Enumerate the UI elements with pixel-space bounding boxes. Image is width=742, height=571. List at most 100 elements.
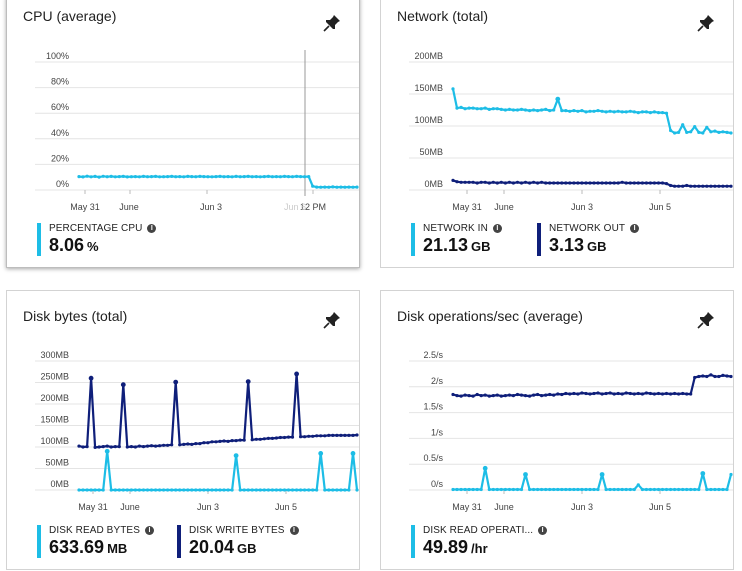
data-point	[81, 445, 85, 449]
data-point	[186, 174, 190, 178]
data-point	[495, 487, 499, 492]
data-point	[624, 110, 628, 114]
data-point	[717, 130, 721, 134]
data-point	[519, 393, 524, 397]
data-point	[343, 488, 347, 492]
data-point	[552, 108, 556, 112]
data-point	[560, 109, 564, 113]
pin-icon[interactable]	[323, 311, 341, 329]
data-point	[149, 444, 154, 448]
data-point	[266, 174, 270, 178]
data-point	[125, 445, 129, 449]
data-point	[230, 175, 234, 179]
data-point	[318, 451, 324, 456]
metric-label: DISK READ OPERATI...	[423, 525, 534, 536]
pin-icon[interactable]	[697, 14, 715, 32]
tile-title: Disk bytes (total)	[23, 308, 128, 324]
data-point	[331, 185, 335, 189]
data-point	[536, 181, 540, 185]
tile-disk-bytes[interactable]: Disk bytes (total) 300MB 250MB 200MB 150MB 1…	[6, 290, 360, 570]
info-icon[interactable]: i	[147, 224, 157, 233]
tile-cpu[interactable]: CPU (average) 100% 80% 60% 40% 20% 0% May 31 Ju…	[6, 0, 360, 268]
data-point	[210, 175, 214, 179]
data-point	[620, 180, 624, 184]
data-point	[278, 435, 282, 440]
data-point	[158, 444, 162, 448]
data-point	[648, 487, 652, 492]
data-point	[495, 181, 499, 185]
y-tick-label: 1.5/s	[423, 402, 443, 412]
info-icon[interactable]: i	[144, 526, 154, 535]
data-point	[596, 487, 600, 492]
data-point	[499, 394, 503, 398]
tile-title: Disk operations/sec (average)	[397, 308, 583, 324]
data-point	[482, 465, 488, 471]
data-point	[701, 374, 705, 378]
data-point	[182, 488, 186, 492]
pin-icon[interactable]	[323, 14, 341, 32]
info-icon[interactable]: i	[538, 526, 548, 535]
data-point	[258, 488, 262, 492]
data-point	[528, 394, 532, 398]
data-point	[705, 184, 709, 188]
pin-icon[interactable]	[697, 311, 715, 329]
x-tick-label: Jun 3	[571, 202, 593, 212]
data-point	[459, 394, 463, 398]
metric-label: DISK WRITE BYTES	[189, 525, 285, 536]
data-point	[113, 175, 117, 179]
data-point	[660, 111, 665, 115]
data-point	[632, 181, 636, 185]
y-tick-label: 300MB	[40, 350, 69, 360]
data-point	[705, 487, 709, 492]
data-point	[149, 175, 154, 179]
data-point	[274, 175, 278, 179]
data-point	[174, 175, 178, 179]
data-point	[584, 391, 588, 396]
data-point	[230, 488, 234, 492]
cursor-label: Jun 6	[284, 202, 306, 212]
metric-disk-read-operations: DISK READ OPERATI... i 49.89/hr	[411, 525, 548, 558]
data-point	[471, 394, 475, 398]
info-icon[interactable]: i	[492, 224, 502, 233]
tile-disk-operations[interactable]: Disk operations/sec (average) 2.5/s 2/s 1.…	[380, 290, 734, 570]
data-point	[245, 379, 251, 384]
data-point	[89, 488, 93, 492]
y-tick-label: 200MB	[40, 393, 69, 403]
data-point	[528, 181, 532, 185]
x-tick-label: June	[119, 202, 139, 212]
data-point	[104, 448, 110, 454]
data-point	[596, 109, 600, 113]
data-point	[471, 106, 475, 110]
data-point	[479, 107, 483, 111]
data-point	[612, 487, 616, 492]
y-tick-label: 0%	[56, 179, 69, 189]
data-point	[254, 437, 258, 441]
info-icon[interactable]: i	[630, 224, 640, 233]
data-point	[467, 487, 471, 492]
data-point	[290, 175, 295, 179]
y-tick-label: 0MB	[424, 179, 443, 189]
tile-network[interactable]: Network (total) 200MB 150MB 100MB 50MB 0MB Ma…	[380, 0, 734, 268]
data-point	[487, 107, 491, 111]
data-point	[101, 488, 105, 492]
y-tick-label: 2/s	[431, 376, 444, 386]
data-point	[576, 392, 580, 396]
data-point	[451, 87, 455, 91]
data-point	[206, 488, 210, 492]
data-point	[335, 433, 339, 437]
data-point	[685, 392, 689, 396]
data-point	[544, 107, 548, 111]
data-point	[105, 444, 109, 448]
data-point	[234, 174, 238, 178]
info-icon[interactable]: i	[289, 526, 299, 535]
data-point	[685, 183, 689, 188]
data-point	[628, 109, 632, 113]
data-point	[295, 174, 299, 178]
data-point	[584, 181, 588, 185]
data-point	[511, 181, 515, 185]
data-point	[689, 392, 693, 396]
data-point	[347, 488, 351, 492]
data-point	[681, 391, 685, 396]
data-point	[511, 394, 515, 398]
data-point	[303, 435, 307, 439]
